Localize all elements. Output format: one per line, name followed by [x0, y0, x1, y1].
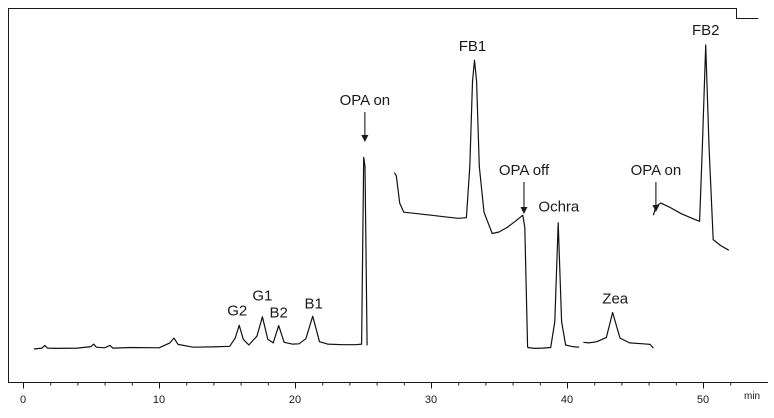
peak-label-b2: B2 [270, 305, 288, 322]
peak-label-fb1: FB1 [459, 38, 487, 55]
x-tick-label-50: 50 [697, 394, 709, 406]
event-markers: OPA on OPA off OPA on [340, 92, 682, 214]
peak-label-b1: B1 [305, 296, 323, 313]
event-arrow-head-2 [520, 207, 528, 214]
event-label-opa-on-1: OPA on [340, 92, 391, 109]
x-axis-unit-label: min [744, 391, 760, 402]
x-tick-label-40: 40 [561, 394, 573, 406]
trace-segment-2 [393, 59, 529, 348]
x-axis-tick-labels: 0 10 20 30 40 50 [20, 394, 709, 406]
peak-label-g1: G1 [252, 288, 272, 305]
peak-label-g2: G2 [227, 303, 247, 320]
peak-label-fb2: FB2 [692, 22, 720, 39]
event-arrow-head-3 [652, 205, 660, 212]
plot-frame [8, 8, 759, 383]
peak-label-ochra: Ochra [538, 198, 580, 215]
event-label-opa-off-2: OPA off [499, 162, 550, 179]
peak-label-zea: Zea [602, 291, 629, 308]
x-tick-label-30: 30 [425, 394, 437, 406]
event-label-opa-on-3: OPA on [631, 162, 682, 179]
event-arrow-head-1 [361, 135, 369, 142]
x-tick-label-10: 10 [153, 394, 165, 406]
trace-segment-3 [527, 222, 580, 349]
x-tick-label-0: 0 [20, 394, 26, 406]
trace-segment-1 [33, 156, 368, 350]
trace-group [33, 44, 730, 350]
trace-segment-4 [583, 311, 654, 349]
x-axis-ticks [23, 382, 732, 389]
x-tick-label-20: 20 [289, 394, 301, 406]
trace-segment-5 [652, 44, 730, 251]
